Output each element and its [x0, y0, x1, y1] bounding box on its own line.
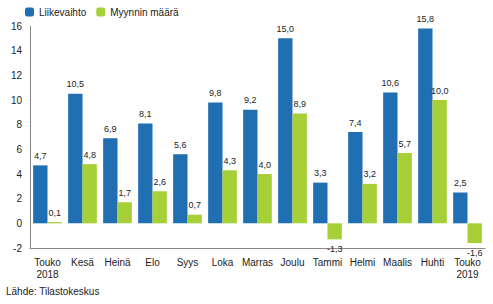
svg-text:10,5: 10,5: [67, 79, 85, 89]
svg-text:9,2: 9,2: [244, 95, 257, 105]
svg-text:Liikevaihto: Liikevaihto: [39, 7, 87, 18]
svg-text:10,0: 10,0: [431, 86, 449, 96]
svg-text:Myynnin määrä: Myynnin määrä: [110, 7, 179, 18]
svg-text:Helmi: Helmi: [350, 257, 376, 268]
svg-text:0,7: 0,7: [188, 200, 201, 210]
svg-text:10: 10: [11, 95, 23, 106]
svg-text:8,9: 8,9: [293, 99, 306, 109]
svg-text:16: 16: [11, 21, 23, 32]
svg-text:5,6: 5,6: [174, 140, 187, 150]
svg-text:8: 8: [16, 119, 22, 130]
svg-text:Elo: Elo: [145, 257, 160, 268]
svg-text:Joulu: Joulu: [281, 257, 305, 268]
svg-text:-2: -2: [13, 243, 22, 254]
svg-text:3,2: 3,2: [363, 169, 376, 179]
svg-text:10,6: 10,6: [382, 78, 400, 88]
svg-text:Syys: Syys: [177, 257, 199, 268]
svg-text:Touko: Touko: [34, 257, 61, 268]
svg-text:6: 6: [16, 144, 22, 155]
svg-text:1,7: 1,7: [118, 188, 131, 198]
svg-text:2,5: 2,5: [454, 178, 467, 188]
svg-text:Heinä: Heinä: [104, 257, 131, 268]
svg-text:0: 0: [16, 218, 22, 229]
svg-text:Lähde: Tilastokeskus: Lähde: Tilastokeskus: [6, 286, 99, 297]
svg-text:7,4: 7,4: [349, 118, 362, 128]
svg-text:4,7: 4,7: [34, 151, 47, 161]
svg-text:3,3: 3,3: [314, 168, 327, 178]
svg-text:-1,3: -1,3: [327, 244, 343, 254]
svg-text:-1,6: -1,6: [467, 248, 483, 258]
svg-text:14: 14: [11, 45, 23, 56]
svg-text:4,3: 4,3: [223, 156, 236, 166]
svg-text:9,8: 9,8: [209, 88, 222, 98]
svg-text:15,8: 15,8: [417, 14, 435, 24]
svg-text:8,1: 8,1: [139, 109, 152, 119]
svg-text:Maalis: Maalis: [383, 257, 412, 268]
svg-text:12: 12: [11, 70, 23, 81]
svg-text:0,1: 0,1: [48, 208, 61, 218]
svg-text:15,0: 15,0: [277, 24, 295, 34]
svg-text:2018: 2018: [36, 269, 59, 280]
svg-text:2019: 2019: [456, 269, 479, 280]
svg-text:Touko: Touko: [454, 257, 481, 268]
svg-text:4,0: 4,0: [258, 160, 271, 170]
svg-text:4,8: 4,8: [83, 150, 96, 160]
svg-text:4: 4: [16, 169, 22, 180]
svg-text:2,6: 2,6: [153, 177, 166, 187]
svg-text:Kesä: Kesä: [71, 257, 94, 268]
svg-text:2: 2: [16, 193, 22, 204]
svg-text:6,9: 6,9: [104, 124, 117, 134]
svg-text:5,7: 5,7: [398, 139, 411, 149]
svg-text:Loka: Loka: [212, 257, 234, 268]
svg-text:Tammi: Tammi: [313, 257, 342, 268]
svg-text:Huhti: Huhti: [421, 257, 444, 268]
svg-text:Marras: Marras: [242, 257, 273, 268]
